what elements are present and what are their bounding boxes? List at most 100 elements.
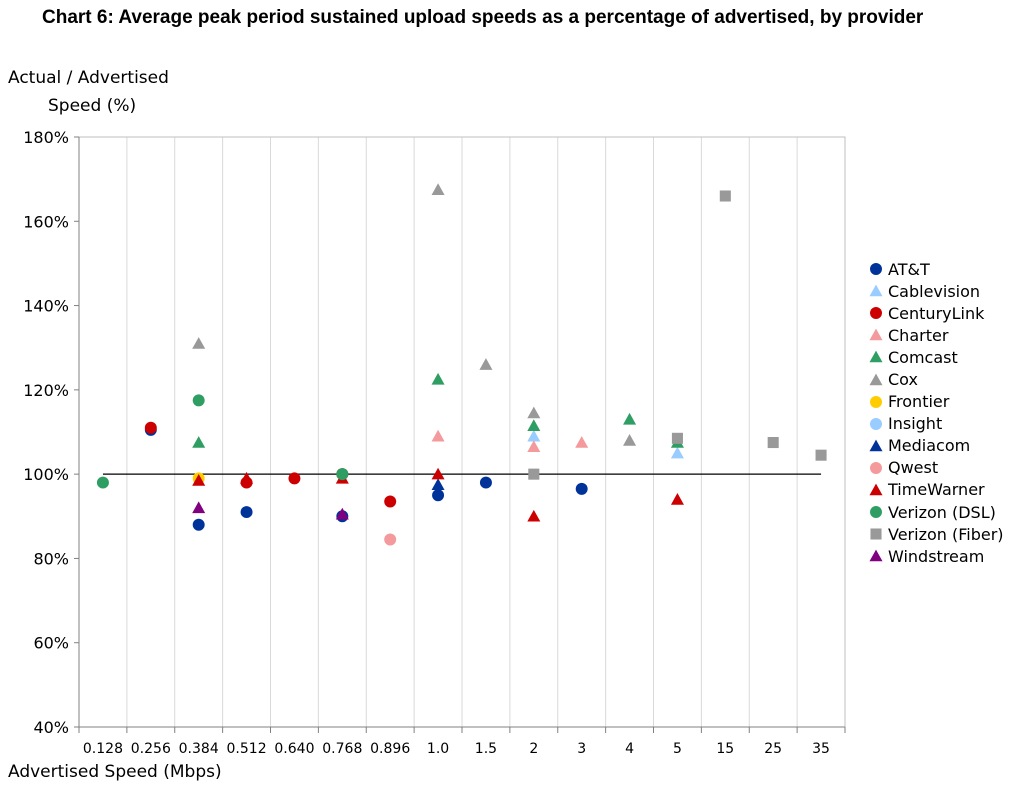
point-cox <box>623 433 637 446</box>
y-tick-label: 100% <box>23 465 69 484</box>
y-axis-label-line1: Actual / Advertised <box>8 68 169 88</box>
point-verizon-dsl <box>192 394 205 407</box>
legend-marker-circle-icon <box>866 259 886 279</box>
x-tick-label: 0.256 <box>131 741 171 757</box>
y-axis-label: Actual / Advertised Speed (%) <box>8 64 178 120</box>
point-charter <box>431 429 445 442</box>
legend-marker-square-icon <box>866 524 886 544</box>
legend-item-timewarner: TimeWarner <box>866 479 1004 501</box>
legend-item-charter: Charter <box>866 324 1004 346</box>
x-tick-label: 0.640 <box>274 741 314 757</box>
x-tick-label: 0.896 <box>370 741 410 757</box>
legend-marker-triangle-icon <box>866 546 886 566</box>
legend-label: Insight <box>888 414 943 434</box>
point-comcast <box>623 412 637 425</box>
point-cox <box>527 406 541 419</box>
x-tick-label: 1.5 <box>475 741 497 757</box>
legend-label: AT&T <box>888 259 930 279</box>
legend-label: CenturyLink <box>888 303 985 323</box>
legend-marker-triangle-icon <box>866 370 886 390</box>
legend-marker-triangle-icon <box>866 325 886 345</box>
legend-item-cox: Cox <box>866 368 1004 390</box>
point-windstream <box>192 501 206 514</box>
legend-label: Verizon (DSL) <box>888 502 996 522</box>
legend-marker-circle-icon <box>866 458 886 478</box>
chart-title: Chart 6: Average peak period sustained u… <box>42 7 924 28</box>
x-tick-label: 2 <box>529 741 538 757</box>
y-tick-label: 120% <box>23 381 69 400</box>
point-timewarner <box>431 467 445 480</box>
legend-item-at-t: AT&T <box>866 258 1004 280</box>
point-windstream <box>335 507 349 520</box>
legend-label: Cox <box>888 370 918 390</box>
point-verizon-fiber <box>767 437 779 449</box>
legend-item-verizon-dsl: Verizon (DSL) <box>866 501 1004 523</box>
x-tick-label: 35 <box>812 741 830 757</box>
y-axis-label-line2: Speed (%) <box>48 96 137 116</box>
point-at-t <box>479 476 492 489</box>
y-tick-label: 80% <box>33 549 69 568</box>
x-tick-label: 1.0 <box>427 741 449 757</box>
point-verizon-fiber <box>719 190 731 202</box>
y-tick-label: 180% <box>23 128 69 147</box>
x-tick-label: 4 <box>625 741 634 757</box>
point-centurylink <box>384 495 397 508</box>
point-comcast <box>192 436 206 448</box>
point-timewarner <box>240 471 254 484</box>
legend-item-comcast: Comcast <box>866 346 1004 368</box>
x-tick-label: 0.384 <box>179 741 219 757</box>
y-tick-label: 60% <box>33 634 69 653</box>
point-verizon-fiber <box>671 432 683 444</box>
point-verizon-dsl <box>96 476 109 489</box>
x-tick-label: 3 <box>577 741 586 757</box>
point-cox <box>192 337 206 349</box>
legend-label: Mediacom <box>888 436 971 456</box>
legend-item-windstream: Windstream <box>866 545 1004 567</box>
x-tick-label: 0.768 <box>322 741 362 757</box>
point-charter <box>527 440 541 453</box>
legend: AT&T Cablevision CenturyLink Charter Comcast… <box>866 258 1004 567</box>
legend-item-insight: Insight <box>866 413 1004 435</box>
legend-item-frontier: Frontier <box>866 391 1004 413</box>
y-tick-label: 160% <box>23 212 69 231</box>
legend-item-mediacom: Mediacom <box>866 435 1004 457</box>
legend-marker-circle-icon <box>866 414 886 434</box>
point-charter <box>575 436 589 448</box>
legend-marker-triangle-icon <box>866 480 886 500</box>
point-qwest <box>384 533 397 546</box>
legend-item-qwest: Qwest <box>866 457 1004 479</box>
point-comcast <box>431 372 445 385</box>
legend-label: Verizon (Fiber) <box>888 524 1004 544</box>
x-tick-label: 0.512 <box>227 741 267 757</box>
point-cablevision <box>670 446 684 459</box>
legend-label: Cablevision <box>888 281 981 301</box>
point-cox <box>479 358 493 370</box>
legend-label: Windstream <box>888 546 985 566</box>
legend-marker-circle-icon <box>866 502 886 522</box>
legend-label: TimeWarner <box>888 480 985 500</box>
y-tick-label: 40% <box>33 718 69 737</box>
point-timewarner <box>192 474 206 486</box>
legend-marker-circle-icon <box>866 303 886 323</box>
x-tick-label: 0.128 <box>83 741 123 757</box>
point-centurylink <box>144 421 157 434</box>
legend-label: Charter <box>888 325 949 345</box>
point-at-t <box>240 506 253 519</box>
legend-label: Frontier <box>888 392 950 412</box>
point-at-t <box>432 489 445 502</box>
x-axis-label: Advertised Speed (Mbps) <box>8 762 222 782</box>
point-centurylink <box>288 472 301 485</box>
x-tick-label: 25 <box>764 741 782 757</box>
point-verizon-dsl <box>336 468 349 481</box>
legend-marker-triangle-icon <box>866 281 886 301</box>
legend-marker-triangle-icon <box>866 436 886 456</box>
legend-marker-triangle-icon <box>866 347 886 367</box>
legend-item-centurylink: CenturyLink <box>866 302 1004 324</box>
point-timewarner <box>527 509 541 522</box>
y-tick-label: 140% <box>23 297 69 316</box>
legend-marker-circle-icon <box>866 392 886 412</box>
x-tick-label: 15 <box>716 741 734 757</box>
point-timewarner <box>670 492 684 505</box>
point-mediacom <box>431 478 445 490</box>
